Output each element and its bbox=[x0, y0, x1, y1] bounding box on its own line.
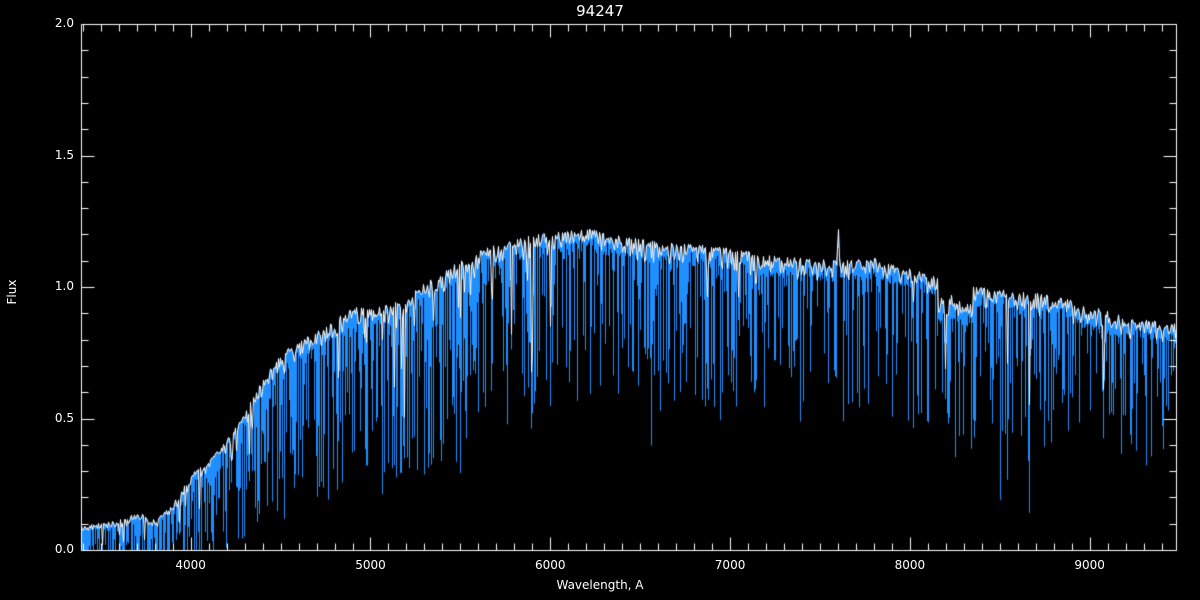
y-tick-label: 2.0 bbox=[54, 16, 74, 30]
x-tick-label: 9000 bbox=[1074, 558, 1105, 572]
y-tick-label: 0.5 bbox=[54, 410, 74, 425]
x-tick-label: 8000 bbox=[894, 558, 926, 572]
x-tick-label: 5000 bbox=[355, 558, 386, 572]
x-tick-label: 6000 bbox=[535, 558, 566, 572]
y-axis-label: Flux bbox=[5, 279, 19, 305]
x-tick-label: 4000 bbox=[175, 558, 206, 572]
x-tick-label: 7000 bbox=[714, 558, 746, 572]
y-tick-label: 0.0 bbox=[54, 542, 74, 556]
y-tick-label: 1.5 bbox=[54, 147, 74, 162]
page-title: 94247 bbox=[576, 2, 624, 20]
y-tick-label: 1.0 bbox=[54, 279, 74, 293]
x-axis-label: Wavelength, A bbox=[556, 578, 644, 592]
